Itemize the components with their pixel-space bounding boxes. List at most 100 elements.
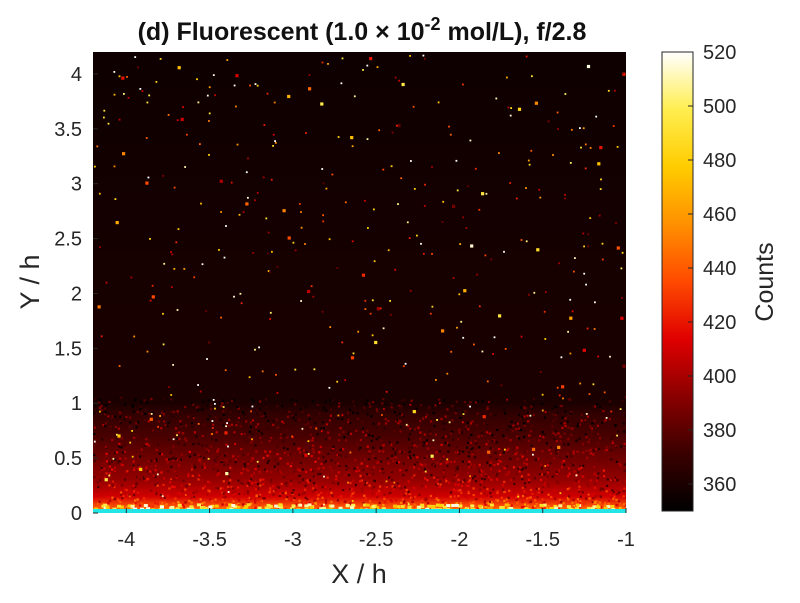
speckle (325, 438, 327, 440)
speckle (402, 474, 404, 476)
particle (357, 331, 359, 333)
speckle (208, 399, 210, 401)
speckle (170, 451, 172, 453)
speckle (263, 481, 265, 483)
speckle (544, 473, 546, 475)
particle (382, 451, 384, 453)
particle (197, 384, 199, 386)
particle (397, 203, 399, 205)
particle (172, 364, 174, 366)
speckle (193, 417, 195, 419)
speckle (330, 492, 332, 494)
speckle (139, 475, 141, 477)
speckle (294, 403, 296, 405)
speckle (187, 473, 189, 475)
speckle (275, 440, 277, 442)
speckle (471, 420, 473, 422)
speckle (548, 505, 550, 507)
particle (431, 253, 433, 255)
speckle (152, 471, 154, 473)
particle (264, 124, 266, 126)
speckle (305, 502, 307, 504)
speckle (380, 440, 382, 442)
speckle (443, 399, 445, 401)
speckle (204, 467, 206, 469)
speckle (95, 498, 97, 500)
speckle (387, 500, 389, 502)
speckle (564, 513, 566, 515)
speckle (473, 487, 475, 489)
speckle (302, 468, 304, 470)
speckle (290, 399, 292, 401)
speckle (94, 487, 96, 489)
speckle (270, 479, 272, 481)
particle (587, 246, 589, 248)
speckle (443, 428, 445, 430)
particle (560, 492, 562, 494)
speckle (359, 486, 361, 488)
particle (245, 202, 248, 205)
particle (186, 134, 188, 136)
surface-glow (610, 505, 614, 508)
particle (252, 420, 254, 422)
speckle (481, 478, 483, 480)
speckle (555, 414, 557, 416)
speckle (317, 494, 319, 496)
speckle (207, 490, 209, 492)
speckle (283, 434, 285, 436)
speckle (443, 455, 445, 457)
speckle (617, 504, 619, 506)
particle (97, 491, 99, 493)
speckle (340, 449, 342, 451)
speckle (347, 433, 349, 435)
speckle (508, 504, 510, 506)
speckle (340, 455, 342, 457)
particle (311, 285, 313, 287)
particle (226, 59, 228, 61)
speckle (445, 461, 447, 463)
speckle (454, 513, 456, 515)
speckle (625, 480, 627, 482)
speckle (317, 473, 319, 475)
speckle (261, 513, 263, 515)
speckle (411, 429, 413, 431)
speckle (603, 470, 605, 472)
particle (212, 420, 214, 422)
particle (226, 422, 228, 424)
speckle (140, 490, 142, 492)
speckle (251, 398, 253, 400)
surface-glow (505, 504, 509, 507)
particle (616, 435, 618, 437)
particle (570, 162, 572, 164)
particle (315, 428, 317, 430)
speckle (245, 420, 247, 422)
speckle (564, 425, 566, 427)
particle (119, 365, 121, 367)
speckle (594, 487, 596, 489)
speckle (365, 448, 367, 450)
speckle (130, 513, 132, 515)
speckle (368, 403, 370, 405)
speckle (203, 424, 205, 426)
surface-glow (330, 505, 334, 508)
speckle (330, 408, 332, 410)
speckle (490, 496, 492, 498)
speckle (105, 456, 107, 458)
speckle (450, 491, 452, 493)
particle (269, 318, 271, 320)
speckle (197, 513, 199, 515)
speckle (252, 457, 254, 459)
speckle (524, 451, 526, 453)
particle (252, 252, 254, 254)
speckle (361, 421, 363, 423)
speckle (367, 507, 369, 509)
speckle (264, 469, 266, 471)
speckle (350, 495, 352, 497)
speckle (197, 478, 199, 480)
speckle (189, 446, 191, 448)
speckle (537, 496, 539, 498)
speckle (240, 448, 242, 450)
particle (374, 341, 377, 344)
speckle (427, 502, 429, 504)
particle (218, 249, 220, 251)
